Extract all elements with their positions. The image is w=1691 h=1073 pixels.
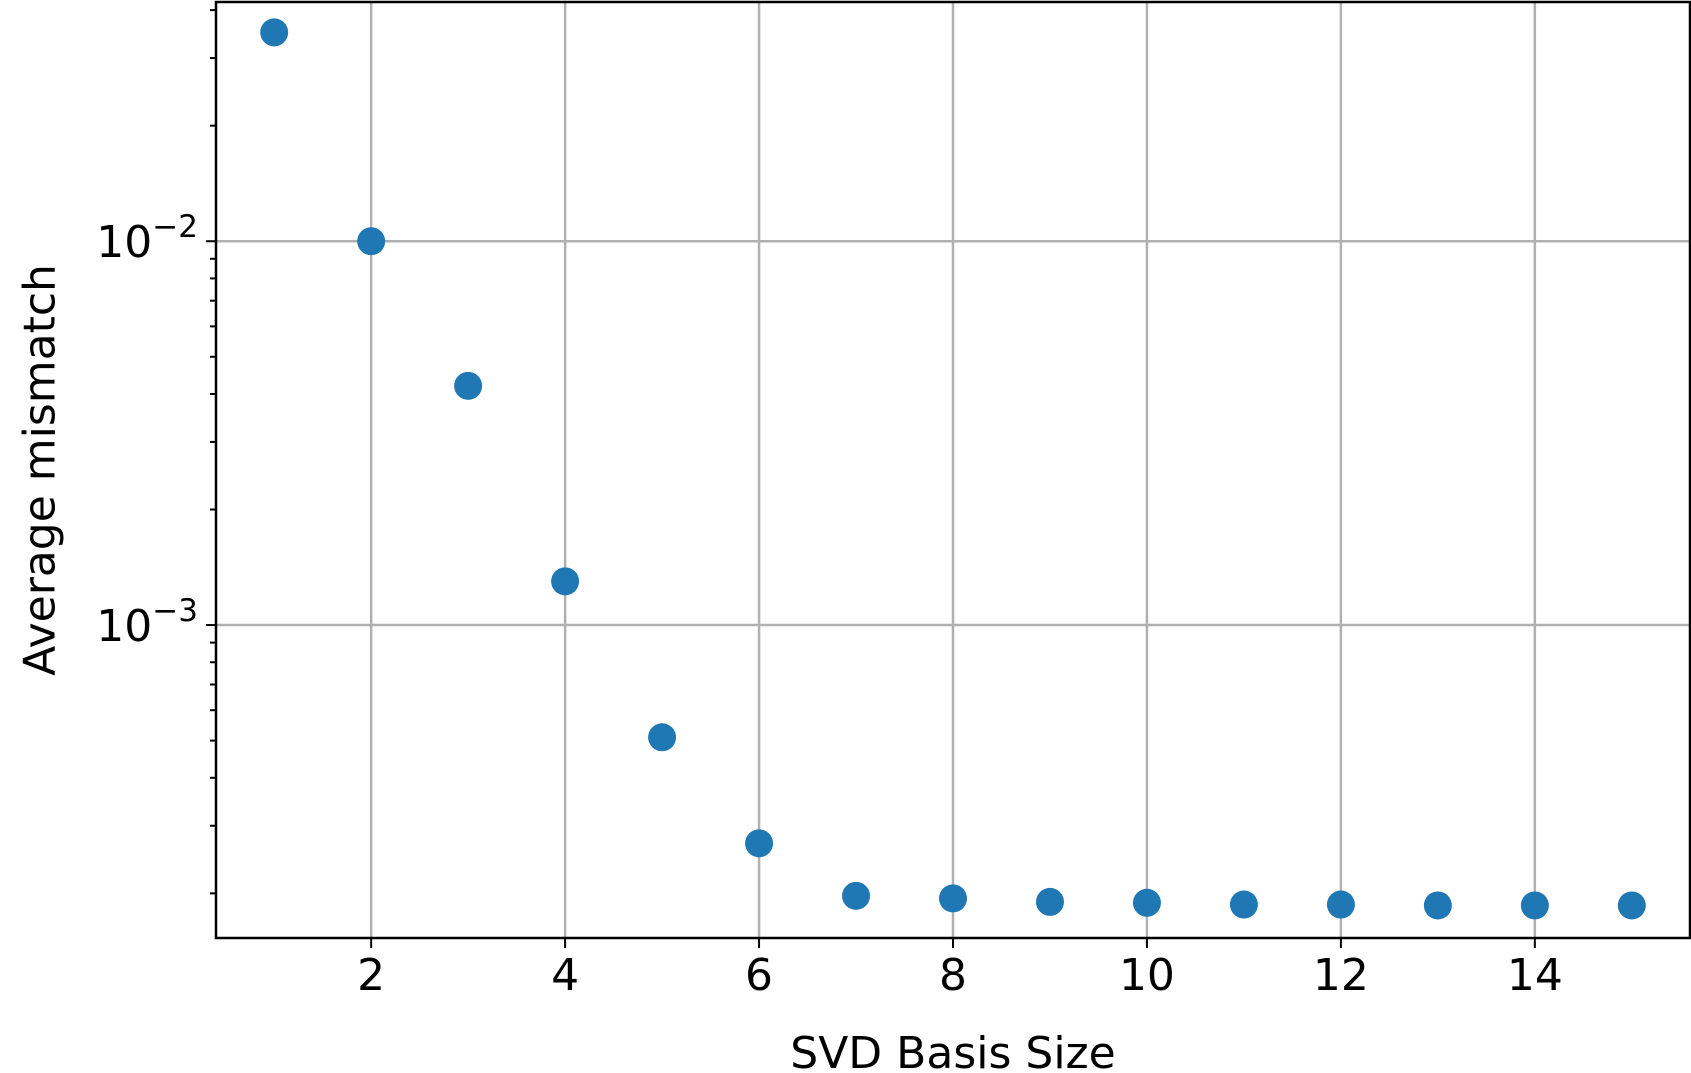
data-point: [454, 371, 483, 400]
x-tick-label: 4: [551, 950, 579, 1001]
axis-ticks: [206, 9, 1536, 948]
x-tick-label: 2: [357, 950, 385, 1001]
data-point: [1423, 891, 1452, 920]
x-axis-label: SVD Basis Size: [790, 1028, 1115, 1073]
data-point: [939, 884, 967, 913]
data-point: [1617, 891, 1646, 920]
data-point: [648, 723, 677, 752]
grid-layer: [216, 2, 1690, 938]
y-axis-label: Average mismatch: [15, 264, 66, 676]
data-point: [1326, 890, 1355, 919]
x-tick-label: 12: [1313, 950, 1369, 1001]
data-point: [1132, 888, 1161, 917]
data-point: [1229, 890, 1258, 919]
data-point: [1035, 887, 1064, 916]
data-point: [1520, 891, 1549, 920]
x-tick-label: 6: [745, 950, 773, 1001]
x-tick-label: 14: [1507, 950, 1563, 1001]
x-tick-label: 10: [1119, 950, 1175, 1001]
data-point: [745, 829, 774, 858]
data-point: [551, 567, 580, 596]
tick-labels: 2 4 6 8 10 12 14 10−2 10−3: [96, 209, 1563, 1001]
data-point: [842, 881, 871, 910]
x-tick-label: 8: [939, 950, 967, 1001]
data-point: [260, 18, 289, 47]
data-points: [260, 18, 1646, 920]
y-tick-label: 10−3: [96, 593, 198, 652]
data-point: [357, 227, 386, 256]
y-tick-label: 10−2: [96, 209, 198, 268]
